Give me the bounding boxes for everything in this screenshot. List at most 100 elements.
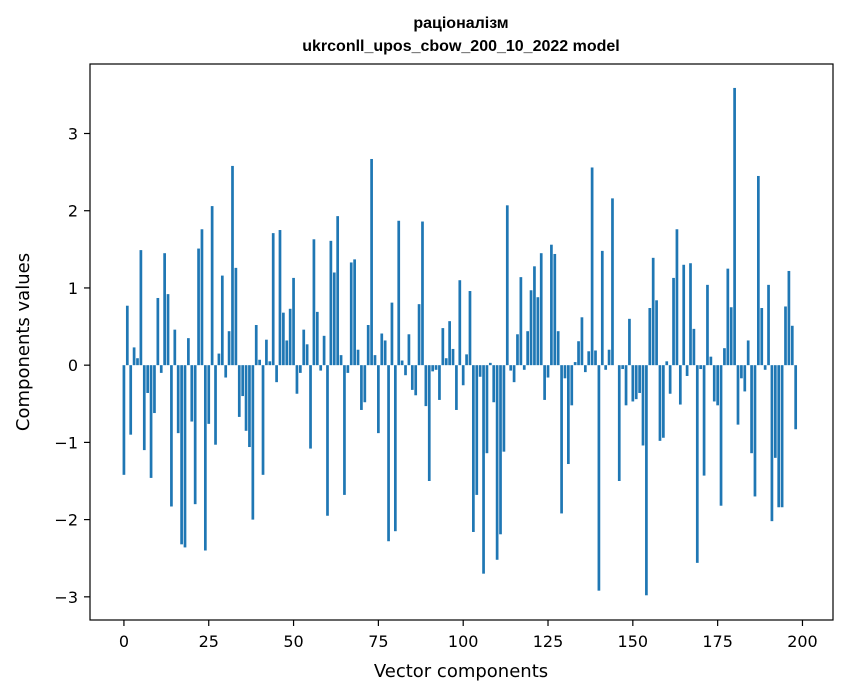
bar-14 bbox=[170, 365, 173, 507]
bar-151 bbox=[634, 365, 638, 400]
bar-186 bbox=[753, 365, 757, 497]
bar-55 bbox=[309, 365, 312, 449]
bar-188 bbox=[760, 308, 764, 366]
bar-116 bbox=[516, 334, 519, 366]
bar-96 bbox=[448, 321, 451, 366]
y-tick-label: −2 bbox=[54, 511, 78, 530]
bar-97 bbox=[451, 348, 455, 366]
bar-191 bbox=[770, 365, 774, 522]
bar-171 bbox=[702, 365, 706, 476]
bar-5 bbox=[139, 250, 143, 366]
bar-193 bbox=[777, 365, 781, 508]
bar-7 bbox=[146, 365, 150, 393]
chart-subtitle: ukrconll_upos_cbow_200_10_2022 model bbox=[302, 38, 619, 55]
bar-127 bbox=[553, 253, 557, 366]
bar-173 bbox=[709, 356, 713, 366]
bar-90 bbox=[427, 365, 431, 481]
bar-123 bbox=[539, 253, 543, 366]
bar-197 bbox=[790, 325, 794, 366]
bar-117 bbox=[519, 277, 523, 366]
bar-158 bbox=[658, 365, 662, 441]
bar-152 bbox=[638, 365, 641, 393]
bar-73 bbox=[370, 158, 373, 366]
bar-128 bbox=[556, 331, 560, 366]
y-tick-label: −1 bbox=[54, 433, 78, 452]
bar-179 bbox=[729, 307, 733, 366]
bar-84 bbox=[407, 334, 411, 366]
x-axis-ticks: 0 25 50 75 100 125 150 175 200 bbox=[119, 620, 818, 651]
bar-71 bbox=[363, 365, 367, 403]
bar-110 bbox=[495, 365, 499, 560]
bar-42 bbox=[265, 339, 268, 366]
bar-11 bbox=[159, 365, 163, 373]
x-tick-label: 0 bbox=[119, 632, 129, 651]
bar-85 bbox=[410, 365, 414, 390]
bar-170 bbox=[699, 365, 703, 370]
bar-120 bbox=[529, 290, 533, 366]
bar-157 bbox=[655, 300, 658, 366]
bar-142 bbox=[604, 365, 608, 370]
x-tick-label: 25 bbox=[199, 632, 219, 651]
bar-132 bbox=[570, 365, 574, 406]
bar-143 bbox=[607, 349, 611, 366]
x-tick-label: 175 bbox=[702, 632, 733, 651]
bar-198 bbox=[794, 365, 798, 430]
bar-115 bbox=[512, 365, 516, 383]
bar-17 bbox=[180, 365, 183, 545]
bar-61 bbox=[329, 240, 333, 366]
bar-20 bbox=[190, 365, 194, 422]
bar-58 bbox=[319, 365, 323, 371]
bar-141 bbox=[600, 250, 604, 366]
bar-126 bbox=[550, 244, 553, 366]
bar-8 bbox=[149, 365, 153, 478]
bar-121 bbox=[533, 266, 536, 366]
bar-19 bbox=[187, 338, 190, 366]
bar-40 bbox=[258, 359, 261, 366]
bar-88 bbox=[421, 221, 424, 366]
y-tick-label: 3 bbox=[68, 125, 78, 144]
bar-87 bbox=[417, 304, 421, 366]
bar-47 bbox=[282, 312, 285, 366]
bar-18 bbox=[183, 365, 187, 548]
bar-86 bbox=[414, 365, 418, 396]
bar-100 bbox=[461, 365, 465, 386]
bar-175 bbox=[716, 365, 719, 406]
bar-35 bbox=[241, 365, 245, 397]
bar-129 bbox=[560, 365, 563, 514]
bar-130 bbox=[563, 365, 567, 379]
bar-137 bbox=[587, 351, 591, 366]
bar-23 bbox=[200, 229, 204, 366]
bar-75 bbox=[377, 365, 380, 434]
x-tick-label: 50 bbox=[283, 632, 303, 651]
bar-82 bbox=[400, 360, 404, 366]
bar-25 bbox=[207, 365, 211, 424]
bar-176 bbox=[719, 365, 723, 506]
x-tick-label: 75 bbox=[368, 632, 388, 651]
bar-36 bbox=[244, 365, 248, 431]
x-axis-label: Vector components bbox=[374, 661, 548, 682]
bar-167 bbox=[689, 263, 692, 366]
bar-52 bbox=[298, 365, 302, 373]
bar-136 bbox=[583, 365, 587, 373]
bar-177 bbox=[723, 348, 726, 366]
bar-80 bbox=[393, 365, 397, 532]
bar-38 bbox=[251, 365, 255, 520]
bar-0 bbox=[122, 365, 126, 475]
bar-66 bbox=[346, 365, 350, 373]
bar-156 bbox=[651, 257, 655, 366]
bar-155 bbox=[648, 308, 652, 366]
bar-172 bbox=[706, 284, 709, 366]
bar-1 bbox=[125, 305, 129, 366]
bar-190 bbox=[767, 284, 770, 366]
bar-135 bbox=[580, 317, 584, 366]
bar-37 bbox=[248, 365, 251, 448]
bar-15 bbox=[173, 329, 177, 366]
bar-149 bbox=[628, 318, 631, 366]
bar-26 bbox=[210, 206, 214, 366]
bar-169 bbox=[695, 365, 699, 563]
bar-4 bbox=[136, 358, 139, 366]
x-tick-label: 100 bbox=[448, 632, 479, 651]
bar-41 bbox=[261, 365, 265, 475]
bar-182 bbox=[740, 365, 743, 379]
